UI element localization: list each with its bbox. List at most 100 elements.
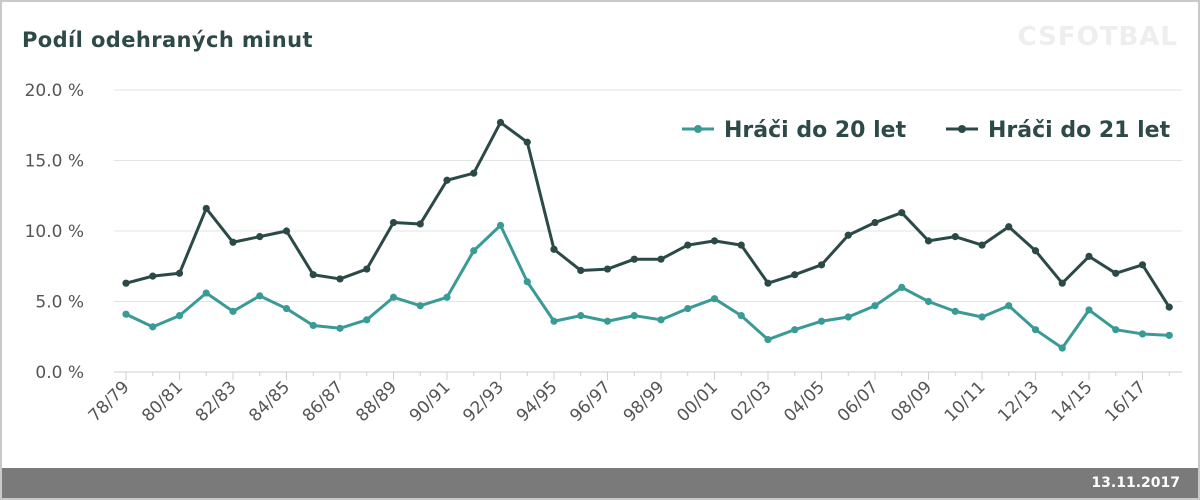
data-point bbox=[523, 278, 531, 286]
data-point bbox=[256, 233, 264, 241]
data-point bbox=[363, 316, 371, 324]
x-tick-label: 96/97 bbox=[566, 377, 615, 426]
legend-item-u21: Hráči do 21 let bbox=[946, 118, 1171, 143]
data-point bbox=[898, 209, 906, 217]
y-tick-label: 5.0 % bbox=[35, 293, 84, 313]
series-line-u20 bbox=[124, 223, 1171, 350]
data-point bbox=[470, 169, 478, 177]
data-point bbox=[684, 304, 692, 313]
footer-date: 13.11.2017 bbox=[1091, 475, 1180, 491]
data-point bbox=[496, 118, 505, 127]
chart-title: Podíl odehraných minut bbox=[22, 28, 313, 52]
data-point bbox=[523, 138, 531, 146]
data-point bbox=[630, 255, 638, 263]
legend-swatch-marker bbox=[694, 125, 702, 133]
data-point bbox=[951, 307, 959, 315]
data-point bbox=[978, 313, 986, 321]
data-point bbox=[122, 279, 130, 287]
data-point bbox=[844, 313, 852, 321]
data-point bbox=[443, 176, 451, 184]
data-point bbox=[737, 241, 745, 249]
x-tick-label: 06/07 bbox=[834, 377, 883, 426]
data-point bbox=[657, 255, 665, 263]
data-point bbox=[149, 272, 157, 280]
data-point bbox=[817, 261, 826, 269]
x-tick-label: 90/91 bbox=[406, 377, 455, 426]
data-point bbox=[470, 247, 478, 255]
data-point bbox=[844, 231, 852, 239]
x-tick-label: 04/05 bbox=[780, 377, 829, 426]
data-point bbox=[657, 316, 665, 324]
legend-item-u20: Hráči do 20 let bbox=[682, 118, 907, 143]
legend-label: Hráči do 21 let bbox=[988, 118, 1171, 143]
data-point bbox=[924, 297, 933, 306]
x-tick-label: 98/99 bbox=[620, 377, 669, 426]
x-tick-label: 08/09 bbox=[887, 377, 936, 426]
data-point bbox=[1112, 269, 1120, 277]
data-point bbox=[202, 204, 210, 213]
data-point bbox=[496, 221, 505, 229]
y-tick-label: 0.0 % bbox=[35, 363, 84, 383]
x-tick-label: 80/81 bbox=[138, 377, 187, 426]
data-point bbox=[336, 324, 344, 332]
data-point bbox=[1165, 303, 1173, 311]
data-point bbox=[924, 237, 933, 245]
data-point bbox=[336, 275, 344, 283]
data-point bbox=[951, 233, 959, 241]
data-point bbox=[1031, 326, 1040, 334]
x-tick-label: 16/17 bbox=[1101, 377, 1150, 426]
data-point bbox=[256, 292, 264, 300]
data-point bbox=[202, 289, 210, 297]
data-point bbox=[791, 326, 799, 334]
data-point bbox=[871, 218, 879, 227]
data-point bbox=[684, 241, 692, 249]
x-tick-label: 78/79 bbox=[85, 377, 134, 426]
x-tick-label: 10/11 bbox=[941, 377, 990, 426]
x-tick-label: 92/93 bbox=[459, 377, 508, 426]
data-point bbox=[229, 307, 237, 315]
data-point bbox=[122, 310, 130, 318]
data-point bbox=[1058, 344, 1066, 352]
data-point bbox=[389, 218, 398, 227]
data-point bbox=[1112, 326, 1120, 334]
brand-logo: CSFOTBAL bbox=[1017, 22, 1178, 52]
x-tick-label: 12/13 bbox=[994, 377, 1043, 426]
data-point bbox=[710, 237, 719, 245]
data-point bbox=[871, 302, 879, 310]
legend-label: Hráči do 20 let bbox=[724, 118, 907, 143]
legend: Hráči do 20 let Hráči do 21 let bbox=[682, 118, 1171, 143]
data-point bbox=[710, 295, 719, 303]
data-point bbox=[1085, 252, 1093, 260]
data-point bbox=[1005, 223, 1013, 231]
data-point bbox=[363, 265, 371, 273]
x-tick-label: 88/89 bbox=[352, 377, 401, 426]
footer-bar: 13.11.2017 bbox=[2, 468, 1198, 498]
data-point bbox=[978, 241, 986, 249]
x-tick-label: 00/01 bbox=[673, 377, 722, 426]
data-point bbox=[1058, 279, 1066, 287]
data-point bbox=[764, 335, 772, 344]
data-point bbox=[149, 323, 157, 331]
data-point bbox=[443, 293, 451, 301]
data-point bbox=[603, 265, 612, 273]
data-point bbox=[175, 269, 184, 277]
x-tick-label: 02/03 bbox=[727, 377, 776, 426]
data-point bbox=[282, 227, 291, 235]
data-point bbox=[1138, 261, 1147, 269]
data-point bbox=[309, 321, 317, 330]
series-line-u21 bbox=[124, 120, 1171, 309]
data-point bbox=[229, 238, 237, 246]
y-tick-label: 15.0 % bbox=[25, 152, 84, 172]
data-point bbox=[577, 312, 585, 320]
data-point bbox=[737, 312, 745, 320]
y-tick-label: 10.0 % bbox=[25, 222, 84, 242]
data-point bbox=[389, 293, 398, 301]
x-tick-label: 84/85 bbox=[245, 377, 294, 426]
data-point bbox=[282, 304, 291, 313]
data-point bbox=[603, 317, 612, 325]
x-tick-label: 14/15 bbox=[1048, 377, 1097, 426]
data-point bbox=[416, 220, 424, 228]
data-point bbox=[577, 266, 585, 275]
line-chart: 0.0 % 5.0 % 10.0 % 15.0 % 20.0 % 78/79 80/81 82… bbox=[25, 81, 1182, 426]
data-point bbox=[175, 312, 184, 320]
